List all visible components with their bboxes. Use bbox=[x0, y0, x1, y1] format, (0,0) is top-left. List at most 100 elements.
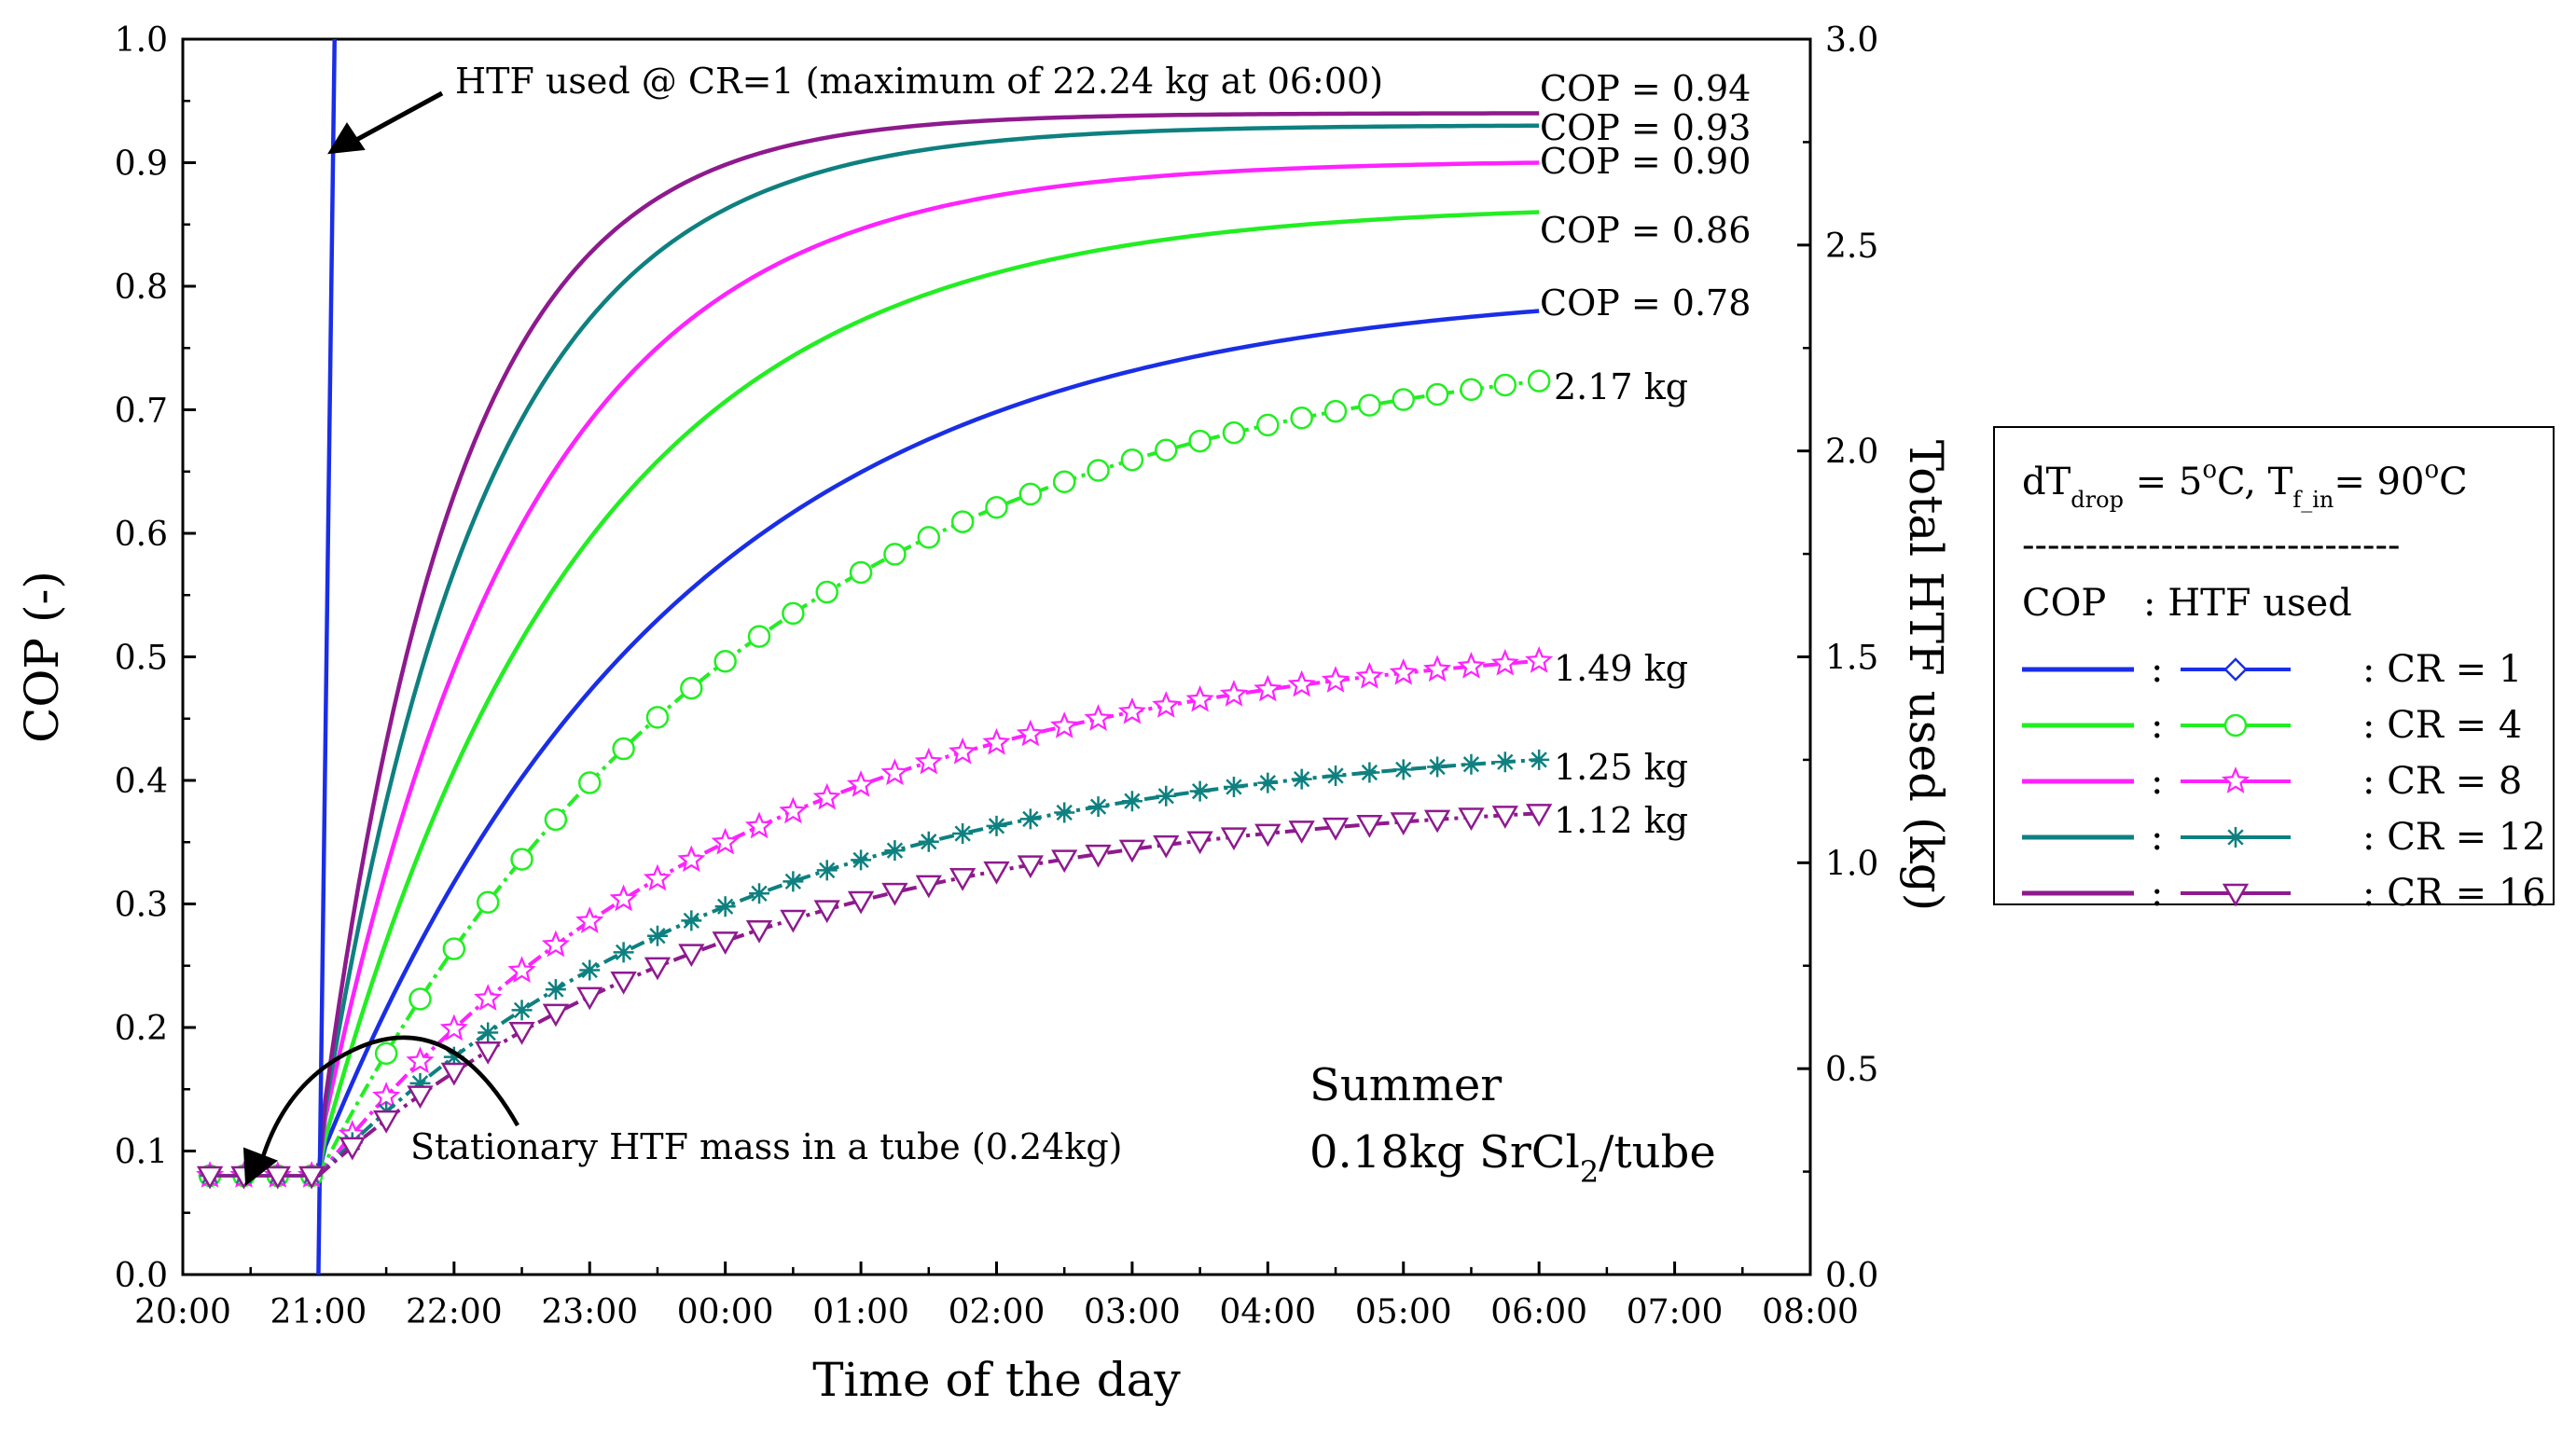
htf-marker-cr12 bbox=[918, 831, 939, 852]
cop-label: COP = 0.93 bbox=[1540, 107, 1751, 148]
legend-colon: : bbox=[2151, 704, 2163, 747]
y-right-axis-title: Total HTF used (kg) bbox=[1899, 440, 1953, 912]
htf-kg-label: 1.12 kg bbox=[1554, 800, 1688, 841]
htf-marker-cr8 bbox=[949, 737, 977, 765]
htf-marker-cr4 bbox=[849, 560, 873, 585]
htf-marker-cr16 bbox=[1491, 806, 1518, 829]
legend-entry-label: : CR = 8 bbox=[2362, 760, 2522, 803]
htf-line-cr4 bbox=[316, 379, 1540, 1178]
htf-marker-cr12 bbox=[1359, 762, 1380, 783]
htf-marker-cr16 bbox=[1288, 820, 1315, 844]
y-right-tick-label: 1.0 bbox=[1825, 845, 1878, 883]
htf-marker-cr12 bbox=[884, 840, 906, 862]
htf-marker-cr8 bbox=[1457, 652, 1486, 679]
axes: 20:00 21:00 22:00 23:00 00:00 01:00 02:00 03:00… bbox=[15, 21, 1953, 1407]
htf-marker-cr8 bbox=[1389, 657, 1418, 685]
htf-marker-cr16 bbox=[508, 1022, 535, 1045]
htf-marker-cr4 bbox=[442, 937, 466, 960]
htf-marker-cr4 bbox=[1087, 459, 1110, 482]
htf-marker-cr16 bbox=[1051, 849, 1078, 874]
htf-marker-cr16 bbox=[780, 909, 807, 933]
htf-marker-cr8 bbox=[1423, 655, 1452, 683]
y-left-tick-label: 0.1 bbox=[115, 1134, 168, 1172]
htf-marker-cr8 bbox=[439, 1013, 468, 1041]
htf-marker-cr16 bbox=[475, 1041, 502, 1065]
htf-marker-cr8 bbox=[406, 1046, 435, 1074]
htf-marker-cr8 bbox=[643, 863, 672, 891]
htf-marker-cr12 bbox=[1189, 780, 1211, 802]
cop-label: COP = 0.90 bbox=[1540, 141, 1751, 182]
htf-kg-label: 2.17 kg bbox=[1554, 366, 1688, 407]
htf-marker-cr4 bbox=[985, 495, 1008, 519]
htf-marker-cr12 bbox=[511, 1000, 533, 1021]
htf-marker-cr8 bbox=[575, 906, 604, 933]
htf-marker-cr16 bbox=[1254, 823, 1281, 848]
htf-marker-cr16 bbox=[1356, 814, 1383, 838]
y-right-tick-label: 3.0 bbox=[1825, 21, 1878, 60]
cop-line-cr1 bbox=[316, 309, 1540, 1179]
htf-marker-cr8 bbox=[1117, 696, 1147, 724]
htf-marker-cr12 bbox=[1054, 802, 1075, 823]
x-tick-label: 23:00 bbox=[541, 1293, 638, 1331]
htf-marker-cr4 bbox=[544, 807, 568, 832]
legend-conditions: dTdrop = 5oC, Tf_in= 90oC bbox=[2022, 456, 2468, 513]
legend-colon: : bbox=[2151, 760, 2163, 803]
y-right-tick-label: 0.5 bbox=[1825, 1051, 1878, 1089]
htf-marker-cr16 bbox=[196, 1165, 224, 1190]
htf-marker-cr4 bbox=[1120, 448, 1144, 472]
htf-marker-cr16 bbox=[1423, 809, 1451, 834]
htf-marker-cr4 bbox=[510, 848, 533, 871]
htf-marker-cr8 bbox=[1525, 646, 1554, 673]
htf-marker-cr4 bbox=[883, 543, 907, 566]
htf-marker-cr4 bbox=[1358, 393, 1381, 417]
htf-marker-cr12 bbox=[1325, 765, 1347, 786]
htf-marker-cr16 bbox=[915, 875, 942, 899]
htf-marker-cr4 bbox=[815, 580, 838, 604]
y-left-tick-label: 0.9 bbox=[115, 145, 168, 184]
htf-marker-cr8 bbox=[609, 884, 638, 912]
htf-marker-cr4 bbox=[680, 676, 703, 700]
htf-marker-cr4 bbox=[612, 737, 635, 761]
htf-marker-cr12 bbox=[1494, 751, 1516, 773]
htf-marker-cr16 bbox=[1017, 855, 1045, 879]
htf-marker-cr12 bbox=[816, 860, 838, 881]
x-tick-label: 08:00 bbox=[1762, 1293, 1859, 1331]
cop-label: COP = 0.78 bbox=[1540, 283, 1751, 324]
htf-marker-cr16 bbox=[1220, 827, 1248, 851]
htf-marker-cr4 bbox=[1052, 470, 1076, 493]
htf-marker-cr4 bbox=[1392, 388, 1415, 411]
htf-marker-cr4 bbox=[747, 625, 771, 648]
htf-marker-cr12 bbox=[681, 910, 702, 931]
htf-marker-cr16 bbox=[881, 882, 908, 906]
htf-marker-cr16 bbox=[1085, 844, 1112, 868]
cop-line-cr16 bbox=[316, 111, 1540, 1179]
x-tick-label: 20:00 bbox=[134, 1293, 231, 1331]
htf-marker-cr12 bbox=[478, 1022, 499, 1043]
htf-marker-cr8 bbox=[1050, 711, 1079, 738]
htf-marker-cr16 bbox=[339, 1137, 366, 1161]
legend-header-htf: : HTF used bbox=[2143, 582, 2352, 625]
htf-marker-cr8 bbox=[982, 727, 1011, 755]
htf-marker-cr16 bbox=[745, 920, 773, 944]
htf-marker-cr8 bbox=[914, 747, 943, 775]
htf-marker-cr8 bbox=[1084, 704, 1113, 731]
y-left-tick-label: 0.5 bbox=[115, 640, 168, 678]
legend-entry-label: : CR = 1 bbox=[2362, 648, 2522, 691]
htf-marker-cr4 bbox=[409, 987, 432, 1011]
legend-entry-label: : CR = 16 bbox=[2362, 872, 2546, 915]
htf-marker-cr12 bbox=[1019, 808, 1041, 830]
htf-marker-cr12 bbox=[851, 849, 872, 871]
htf-marker-cr16 bbox=[264, 1165, 291, 1190]
htf-marker-cr4 bbox=[374, 1041, 398, 1066]
htf-marker-cr8 bbox=[474, 984, 503, 1011]
sample-label: 0.18kg SrCl2/tube bbox=[1309, 1126, 1716, 1190]
legend-header-cop: COP bbox=[2022, 582, 2106, 625]
htf-marker-cr4 bbox=[1323, 399, 1348, 423]
x-tick-label: 22:00 bbox=[406, 1293, 503, 1331]
htf-marker-cr8 bbox=[1253, 674, 1282, 702]
htf-marker-cr16 bbox=[813, 900, 840, 924]
x-tick-label: 05:00 bbox=[1355, 1293, 1452, 1331]
cop-lines bbox=[316, 111, 1540, 1179]
legend-htf-marker bbox=[2221, 766, 2251, 793]
